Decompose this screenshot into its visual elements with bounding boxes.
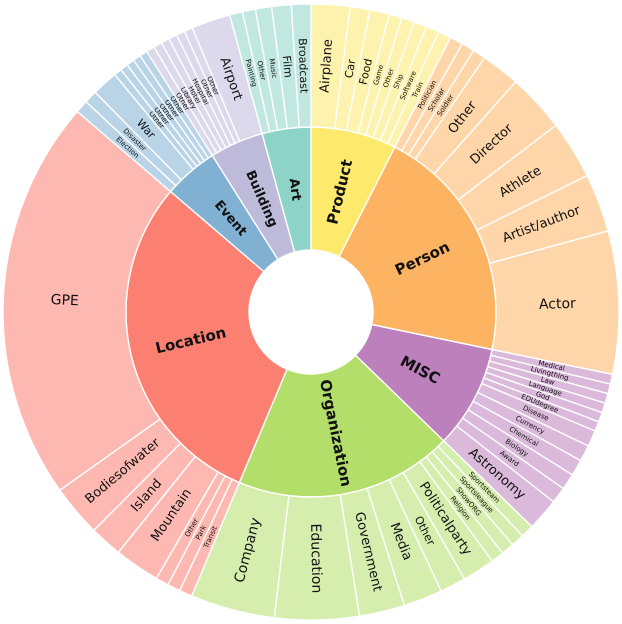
- label-location-gpe: GPE: [50, 292, 79, 309]
- label-art-broadcast: Broadcast: [296, 38, 311, 94]
- label-organization-education: Education: [307, 523, 324, 593]
- label-person-actor: Actor: [539, 296, 577, 313]
- label-product-airplane: Airplane: [318, 39, 336, 94]
- label-product-car: Car: [342, 58, 358, 79]
- segment-location-gpe[interactable]: [2, 110, 172, 492]
- label-art-film: Film: [280, 55, 295, 79]
- label-misc-law: Law: [540, 375, 556, 387]
- label-art-other: Other: [255, 60, 267, 81]
- label-art-music: Music: [267, 58, 278, 79]
- center-hole: [249, 250, 373, 374]
- segment-art-broadcast[interactable]: [290, 3, 312, 129]
- label-art: Art: [286, 177, 304, 201]
- label-product-food: Food: [357, 57, 376, 86]
